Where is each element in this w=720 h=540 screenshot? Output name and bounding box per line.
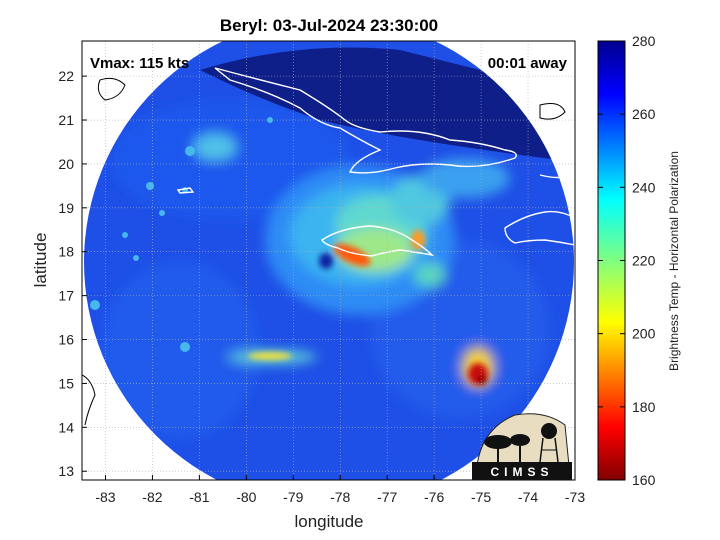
hispaniola-coastline <box>504 210 575 246</box>
y-tick-label: 20 <box>58 156 74 172</box>
colorbar-label: Brightness Temp - Horizontal Polarizatio… <box>667 151 681 371</box>
y-ticks: 13 14 15 16 17 18 19 20 21 22 <box>58 68 87 479</box>
y-tick-label: 16 <box>58 332 74 348</box>
x-tick-label: -78 <box>330 489 350 505</box>
x-tick-label: -82 <box>142 489 162 505</box>
x-tick-label: -75 <box>471 489 491 505</box>
y-tick-label: 15 <box>58 375 74 391</box>
cimss-logo-text: CIMSS <box>490 465 553 479</box>
vmax-annotation: Vmax: 115 kts <box>90 55 189 72</box>
x-tick-label: -74 <box>518 489 538 505</box>
x-ticks: -83 -82 -81 -80 -79 -78 -77 -76 -75 -74 -73 <box>95 475 585 505</box>
colorbar-tick-label: 180 <box>632 399 656 415</box>
x-tick-label: -76 <box>424 489 444 505</box>
x-tick-label: -73 <box>565 489 585 505</box>
colorbar-ticks: 160 180 200 220 240 260 280 <box>598 33 656 488</box>
y-axis-label: latitude <box>31 233 50 288</box>
outer-coastlines <box>82 77 566 426</box>
x-tick-label: -79 <box>283 489 303 505</box>
x-tick-label: -80 <box>236 489 256 505</box>
y-tick-label: 19 <box>58 200 74 216</box>
y-tick-label: 13 <box>58 463 74 479</box>
colorbar-tick-label: 260 <box>632 106 656 122</box>
x-tick-label: -81 <box>189 489 209 505</box>
cayman-island <box>176 187 195 194</box>
colorbar-tick-label: 240 <box>632 179 656 195</box>
colorbar-tick-label: 280 <box>632 33 656 49</box>
y-tick-label: 22 <box>58 68 74 84</box>
grid <box>82 41 575 480</box>
y-tick-label: 18 <box>58 244 74 260</box>
y-tick-label: 21 <box>58 112 74 128</box>
x-axis-label: longitude <box>294 512 363 531</box>
chart-title: Beryl: 03-Jul-2024 23:30:00 <box>220 16 438 35</box>
microwave-swath <box>84 41 574 480</box>
y-tick-label: 17 <box>58 288 74 304</box>
colorbar-tick-label: 160 <box>632 472 656 488</box>
x-tick-label: -83 <box>95 489 115 505</box>
time-offset-annotation: 00:01 away <box>488 55 568 72</box>
colorbar-tick-label: 220 <box>632 253 656 269</box>
colorbar-tick-label: 200 <box>632 326 656 342</box>
y-tick-label: 14 <box>58 419 74 435</box>
cimss-logo: CIMSS <box>472 413 572 480</box>
colorbar: 160 180 200 220 240 260 280 Brightness Temp - … <box>597 33 681 488</box>
x-tick-label: -77 <box>377 489 397 505</box>
